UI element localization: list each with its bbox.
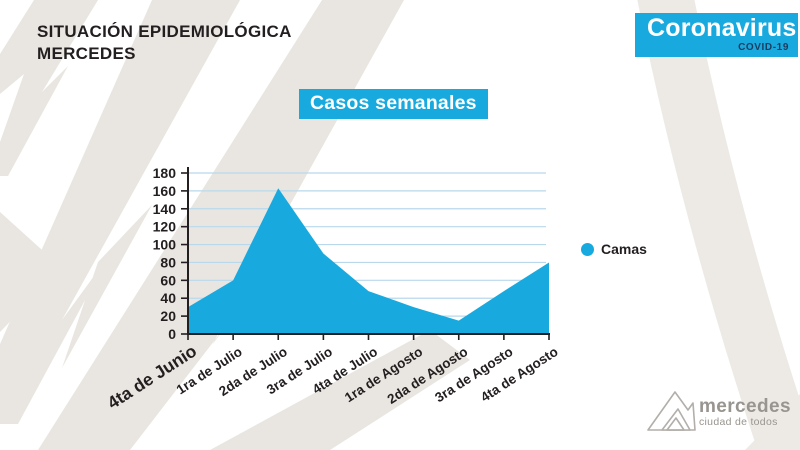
decor-band-bottom (210, 330, 470, 450)
decor-bolt-top-left (0, 0, 98, 176)
y-tick-label: 60 (160, 272, 176, 288)
y-tick-label: 100 (153, 237, 177, 253)
legend-marker-camas (581, 242, 594, 256)
y-tick-label: 180 (153, 165, 177, 181)
y-tick-label: 80 (160, 254, 176, 270)
chart-legend: Camas (581, 241, 647, 257)
coronavirus-badge-subtitle: COVID-19 (738, 42, 789, 53)
y-tick-label: 160 (153, 183, 177, 199)
mercedes-logo-text: mercedes ciudad de todos (699, 397, 791, 428)
y-tick-label: 0 (168, 326, 176, 342)
mercedes-logo: mercedes ciudad de todos (645, 388, 795, 438)
page-title-line1: SITUACIÓN EPIDEMIOLÓGICA (37, 22, 292, 41)
y-tick-label: 140 (153, 201, 177, 217)
decor-corner-bottom-right (745, 394, 800, 450)
mercedes-logo-name: mercedes (699, 396, 791, 417)
decor-band-left (0, 0, 240, 424)
x-tick-label: 1ra de Agosto (342, 344, 425, 405)
page-title-line2: MERCEDES (37, 44, 136, 63)
coronavirus-badge: Coronavirus COVID-19 (635, 13, 798, 57)
legend-label-camas: Camas (601, 241, 647, 257)
decor-triangle-left-2 (62, 205, 152, 368)
chart-title: Casos semanales (299, 89, 488, 119)
x-tick-label: 3ra de Agosto (432, 344, 515, 405)
x-tick-label: 4ta de Agosto (478, 344, 561, 405)
mercedes-logo-tagline: ciudad de todos (699, 416, 778, 428)
coronavirus-badge-title: Coronavirus (647, 14, 797, 42)
page-title: SITUACIÓN EPIDEMIOLÓGICA MERCEDES (37, 21, 292, 65)
decor-triangle-left (0, 212, 62, 332)
y-tick-label: 40 (160, 290, 176, 306)
y-tick-label: 20 (160, 308, 176, 324)
mercedes-logo-icon (647, 391, 696, 431)
y-tick-label: 120 (153, 219, 177, 235)
camas-area-series (188, 188, 549, 334)
